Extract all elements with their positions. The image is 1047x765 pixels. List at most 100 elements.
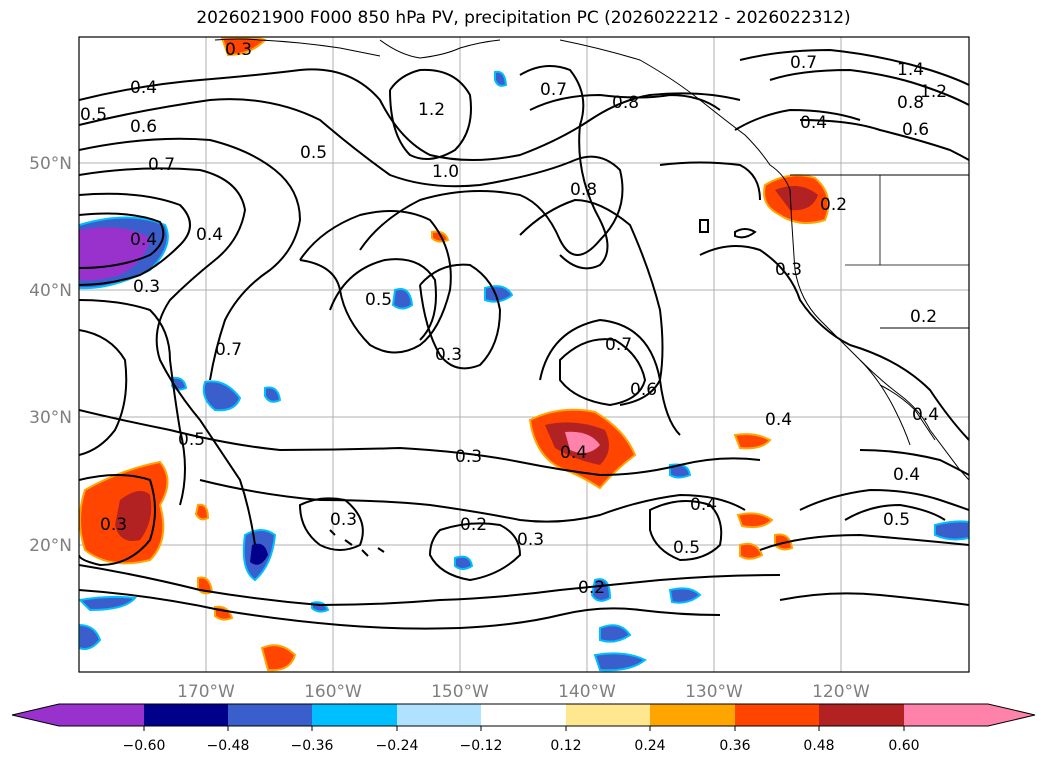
- contour-line: [329, 258, 437, 341]
- coastline-aleutians: [214, 38, 381, 57]
- contour-line: [734, 228, 757, 239]
- contour-line: [79, 474, 156, 567]
- contour-label: 0.6: [630, 380, 657, 400]
- map-plot-area[interactable]: 0.4 0.5 0.6 0.7 0.3 0.4 0.3 0.5 1.2 1.0 …: [78, 36, 970, 673]
- contour-label: 1.2: [920, 82, 947, 102]
- lon-label-160w: 160°W: [304, 682, 362, 702]
- contour-label: 0.4: [690, 495, 717, 515]
- colorbar-swatch: [819, 704, 904, 726]
- contour-line: [799, 488, 969, 511]
- colorbar-swatch: [144, 704, 228, 726]
- colorbar-extend-high: [988, 704, 1035, 726]
- longitude-labels: 170°W 160°W 150°W 140°W 130°W 120°W: [177, 682, 870, 702]
- colorbar-tick-label: −0.48: [207, 738, 250, 754]
- precip-blob-12: [593, 652, 647, 672]
- contour-label: 1.2: [418, 100, 445, 120]
- lon-label-170w: 170°W: [177, 682, 235, 702]
- precip-blob-2: [391, 288, 414, 310]
- contour-label: 0.3: [775, 260, 802, 280]
- colorbar-tick-label: 0.12: [550, 738, 581, 754]
- contour-label: 0.5: [883, 510, 910, 530]
- contour-line: [649, 500, 723, 562]
- contour-line: [559, 338, 647, 407]
- colorbar-ticks: [143, 726, 905, 731]
- contour-line: [79, 589, 721, 630]
- contour-line: [759, 533, 969, 551]
- contour-line: [734, 108, 861, 131]
- coastline-gulf-california: [879, 384, 936, 441]
- colorbar-tick-label: −0.12: [460, 738, 503, 754]
- contour-line: [79, 212, 165, 269]
- colorbar-tick-label: −0.24: [376, 738, 419, 754]
- contour-line: [419, 263, 502, 370]
- colorbar-swatch: [228, 704, 312, 726]
- contour-line: [79, 329, 128, 456]
- precip-blob-14: [79, 595, 137, 612]
- contour-label: 0.2: [820, 195, 847, 215]
- coastline-baja: [859, 359, 911, 446]
- colorbar-swatch: [312, 704, 397, 726]
- pv-contours: [79, 48, 969, 630]
- colorbar-tick-label: −0.36: [291, 738, 334, 754]
- contour-label: 0.6: [130, 117, 157, 137]
- map-frame: [78, 36, 970, 673]
- contour-label: 0.4: [765, 410, 792, 430]
- lat-label-50n: 50°N: [29, 154, 72, 174]
- contour-line: [529, 93, 721, 111]
- contour-line: [389, 68, 472, 160]
- lat-label-30n: 30°N: [29, 408, 72, 428]
- contour-line: [844, 503, 946, 521]
- contour-label: 0.3: [330, 510, 357, 530]
- contour-label: 0.3: [435, 345, 462, 365]
- coastline-north-america: [559, 39, 969, 481]
- precip-blob-19: [194, 503, 210, 521]
- contour-label: 0.4: [196, 225, 223, 245]
- precip-blob-6: [739, 542, 764, 560]
- contour-label: 0.2: [910, 307, 937, 327]
- latitude-labels: 50°N 40°N 30°N 20°N: [29, 154, 72, 556]
- colorbar: −0.60 −0.48 −0.36 −0.24 −0.12 0.12 0.24 …: [11, 703, 1036, 754]
- precip-blob-4: [733, 433, 772, 450]
- contour-line: [859, 449, 969, 476]
- contour-line: [79, 409, 761, 477]
- contour-label: 0.5: [178, 430, 205, 450]
- contour-line: [539, 318, 681, 436]
- colorbar-tick-label: −0.60: [123, 738, 166, 754]
- colorbar-swatch: [59, 704, 144, 726]
- contour-label: 0.3: [100, 515, 127, 535]
- contour-line: [79, 98, 624, 256]
- precip-blob-hawaii-s-core: [250, 543, 268, 565]
- contour-label: 0.5: [80, 105, 107, 125]
- map-background: [79, 37, 969, 672]
- colorbar-tick-label: 0.48: [803, 738, 834, 754]
- contour-label: 0.4: [130, 230, 157, 250]
- contour-line: [699, 245, 969, 441]
- lon-label-150w: 150°W: [431, 682, 489, 702]
- contour-label: 0.2: [578, 578, 605, 598]
- contour-line: [79, 137, 302, 381]
- lon-label-130w: 130°W: [685, 682, 743, 702]
- contour-line: [799, 119, 969, 161]
- contour-label: 0.8: [612, 93, 639, 113]
- precip-blob-11: [599, 624, 632, 643]
- precip-blob-10: [668, 587, 702, 604]
- contour-label: 0.5: [300, 143, 327, 163]
- contour-line: [519, 65, 609, 270]
- colorbar-swatch: [735, 704, 819, 726]
- hawaii-islands: [329, 529, 385, 557]
- colorbar-extend-low: [12, 704, 59, 726]
- contour-line: [79, 167, 256, 546]
- contour-label: 1.4: [897, 60, 924, 80]
- precip-blob-1: [202, 380, 242, 412]
- contour-label: 0.5: [365, 290, 392, 310]
- contour-line: [79, 299, 186, 506]
- contour-label: 0.7: [148, 155, 175, 175]
- contour-label: 0.4: [800, 113, 827, 133]
- colorbar-tick-label: 0.24: [634, 738, 665, 754]
- lon-label-120w: 120°W: [812, 682, 870, 702]
- contour-line: [299, 210, 452, 354]
- contour-line: [769, 68, 969, 106]
- contour-label: 0.2: [460, 515, 487, 535]
- lat-label-20n: 20°N: [29, 536, 72, 556]
